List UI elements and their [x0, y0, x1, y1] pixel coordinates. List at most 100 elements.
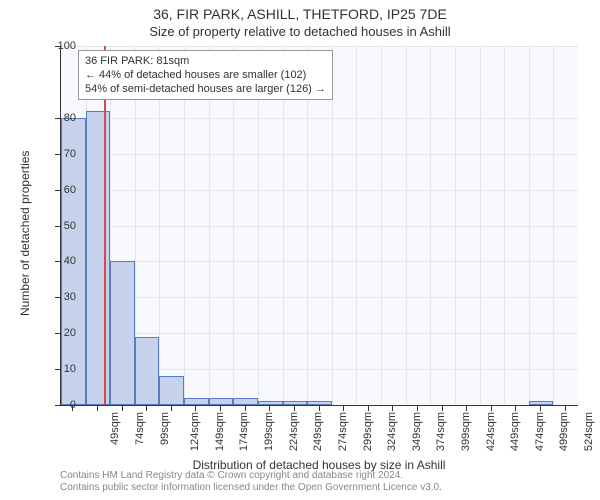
grid-line-vertical [430, 46, 431, 405]
footnote-line-1: Contains HM Land Registry data © Crown c… [60, 470, 442, 482]
x-tick-label: 399sqm [460, 412, 472, 451]
grid-line-vertical [406, 46, 407, 405]
x-tick-mark [72, 406, 73, 411]
x-tick-mark [269, 406, 270, 411]
x-tick-mark [343, 406, 344, 411]
plot-area [60, 46, 578, 406]
grid-line-vertical [381, 46, 382, 405]
histogram-bar [209, 398, 234, 405]
y-tick-mark [55, 405, 60, 406]
y-tick-label: 100 [46, 40, 76, 52]
y-tick-mark [55, 369, 60, 370]
x-tick-mark [319, 406, 320, 411]
x-tick-mark [442, 406, 443, 411]
grid-line-vertical [455, 46, 456, 405]
x-tick-label: 99sqm [159, 412, 171, 445]
grid-line-vertical [553, 46, 554, 405]
y-tick-mark [55, 46, 60, 47]
x-tick-mark [491, 406, 492, 411]
title-line-1: 36, FIR PARK, ASHILL, THETFORD, IP25 7DE [0, 6, 600, 22]
x-tick-mark [392, 406, 393, 411]
histogram-bar [283, 401, 308, 405]
plot-area-wrap [60, 46, 578, 406]
x-tick-mark [195, 406, 196, 411]
histogram-bar [307, 401, 332, 405]
x-tick-mark [368, 406, 369, 411]
x-tick-mark [245, 406, 246, 411]
x-tick-label: 199sqm [263, 412, 275, 451]
x-tick-mark [565, 406, 566, 411]
y-tick-mark [55, 297, 60, 298]
histogram-bar [184, 398, 209, 405]
y-tick-label: 40 [46, 255, 76, 267]
y-tick-label: 70 [46, 148, 76, 160]
histogram-bar [135, 337, 160, 405]
x-tick-mark [466, 406, 467, 411]
x-tick-label: 49sqm [109, 412, 121, 445]
x-tick-label: 474sqm [534, 412, 546, 451]
y-tick-mark [55, 226, 60, 227]
y-tick-mark [55, 333, 60, 334]
y-tick-label: 80 [46, 112, 76, 124]
grid-line-horizontal [61, 46, 578, 47]
histogram-bar [86, 111, 111, 405]
annotation-box: 36 FIR PARK: 81sqm ← 44% of detached hou… [78, 50, 333, 100]
x-tick-label: 374sqm [435, 412, 447, 451]
grid-line-horizontal [61, 297, 578, 298]
x-tick-label: 224sqm [288, 412, 300, 451]
grid-line-horizontal [61, 118, 578, 119]
y-tick-label: 50 [46, 220, 76, 232]
y-tick-mark [55, 118, 60, 119]
y-tick-label: 30 [46, 291, 76, 303]
grid-line-horizontal [61, 154, 578, 155]
y-tick-mark [55, 261, 60, 262]
grid-line-vertical [504, 46, 505, 405]
x-tick-label: 299sqm [362, 412, 374, 451]
x-tick-label: 349sqm [411, 412, 423, 451]
grid-line-horizontal [61, 190, 578, 191]
title-line-2: Size of property relative to detached ho… [0, 24, 600, 39]
annotation-line-2: ← 44% of detached houses are smaller (10… [85, 68, 326, 82]
x-tick-label: 74sqm [134, 412, 146, 445]
x-tick-mark [122, 406, 123, 411]
x-tick-mark [294, 406, 295, 411]
y-tick-mark [55, 190, 60, 191]
histogram-bar [233, 398, 258, 405]
histogram-bar [159, 376, 184, 405]
annotation-line-1: 36 FIR PARK: 81sqm [85, 54, 326, 68]
x-tick-label: 274sqm [337, 412, 349, 451]
x-tick-label: 449sqm [509, 412, 521, 451]
grid-line-vertical [356, 46, 357, 405]
x-tick-mark [515, 406, 516, 411]
grid-line-horizontal [61, 261, 578, 262]
x-tick-label: 324sqm [386, 412, 398, 451]
annotation-line-3: 54% of semi-detached houses are larger (… [85, 82, 326, 96]
y-axis-label: Number of detached properties [18, 151, 32, 316]
grid-line-vertical [529, 46, 530, 405]
histogram-bar [529, 401, 554, 405]
grid-line-vertical [480, 46, 481, 405]
y-tick-label: 60 [46, 184, 76, 196]
y-tick-label: 10 [46, 363, 76, 375]
y-tick-mark [55, 154, 60, 155]
grid-line-horizontal [61, 226, 578, 227]
footnote: Contains HM Land Registry data © Crown c… [60, 470, 442, 494]
grid-line-horizontal [61, 333, 578, 334]
histogram-bar [110, 261, 135, 405]
histogram-bar [258, 401, 283, 405]
x-tick-label: 249sqm [312, 412, 324, 451]
x-tick-label: 124sqm [189, 412, 201, 451]
x-tick-label: 149sqm [214, 412, 226, 451]
x-tick-mark [171, 406, 172, 411]
y-tick-label: 20 [46, 327, 76, 339]
x-tick-label: 174sqm [239, 412, 251, 451]
x-tick-mark [540, 406, 541, 411]
x-tick-label: 424sqm [485, 412, 497, 451]
x-tick-mark [417, 406, 418, 411]
footnote-line-2: Contains public sector information licen… [60, 482, 442, 494]
x-tick-mark [146, 406, 147, 411]
x-tick-mark [220, 406, 221, 411]
x-tick-label: 499sqm [559, 412, 571, 451]
x-tick-mark [97, 406, 98, 411]
x-tick-label: 524sqm [583, 412, 595, 451]
